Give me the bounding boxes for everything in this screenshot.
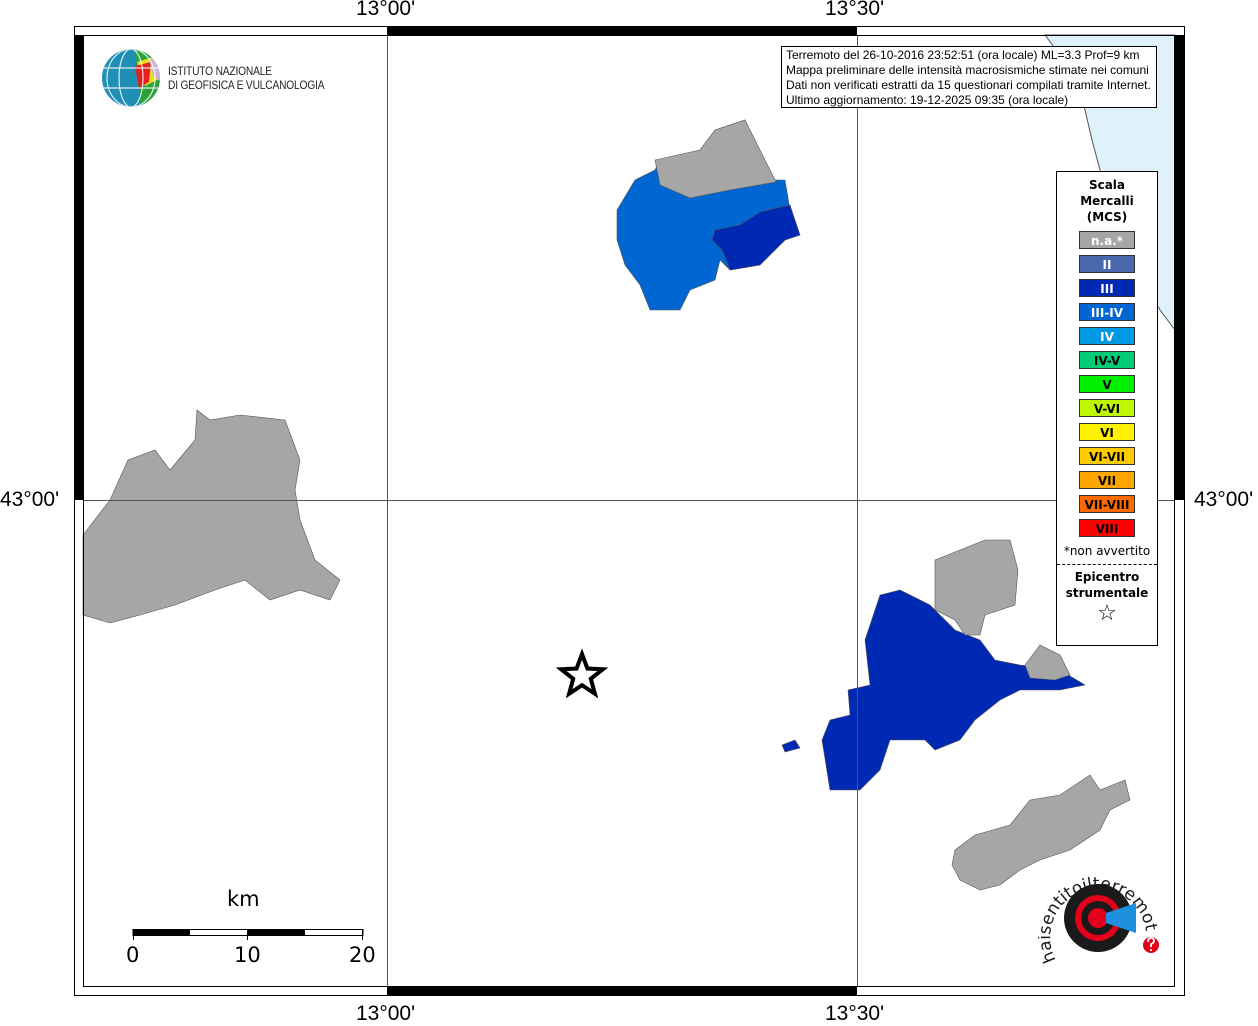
- legend-item-vii-viii: VII-VIII: [1079, 495, 1135, 513]
- lon-label-top-2: 13°30': [825, 0, 885, 20]
- region-west[interactable]: [82, 409, 341, 624]
- lat-label-left: 43°00': [0, 488, 60, 511]
- ingv-logo-text: ISTITUTO NAZIONALE DI GEOFISICA E VULCAN…: [168, 64, 325, 92]
- region-north-gray[interactable]: [654, 119, 777, 199]
- scale-bar: [132, 929, 364, 940]
- legend-title: Scala Mercalli (MCS): [1057, 177, 1157, 225]
- ingv-globe-icon: [102, 49, 160, 107]
- question-mark-icon: [1143, 937, 1159, 953]
- epicenter-legend-title: Epicentro strumentale: [1057, 569, 1157, 601]
- haisentito-logo: haisentitoilterremoto.it: [1038, 855, 1161, 966]
- graticule: [83, 35, 1175, 987]
- ingv-line: ISTITUTO NAZIONALE: [168, 64, 272, 78]
- lon-label-bottom-1: 13°00': [356, 1002, 416, 1025]
- legend-item-iv-v: IV-V: [1079, 351, 1135, 369]
- legend-item-ii: II: [1079, 255, 1135, 273]
- legend-item-iii-iv: III-IV: [1079, 303, 1135, 321]
- legend-item-iii: III: [1079, 279, 1135, 297]
- legend-title-line: Scala: [1088, 178, 1126, 192]
- lat-label-right: 43°00': [1194, 488, 1254, 511]
- info-line: Dati non verificati estratti da 15 quest…: [786, 78, 1151, 92]
- legend-item-v: V: [1079, 375, 1135, 393]
- legend-item-v-vi: V-VI: [1079, 399, 1135, 417]
- info-line: Ultimo aggiornamento: 19-12-2025 09:35 (…: [786, 93, 1069, 107]
- scale-tick-label: 0: [126, 943, 140, 967]
- region-north-east[interactable]: [711, 204, 801, 271]
- lon-label-bottom-2: 13°30': [825, 1002, 885, 1025]
- event-info-box: Terremoto del 26-10-2016 23:52:51 (ora l…: [781, 46, 1157, 108]
- region-south-east[interactable]: [821, 589, 1086, 791]
- legend-item-vi: VI: [1079, 423, 1135, 441]
- legend-item-vii: VII: [1079, 471, 1135, 489]
- ingv-logo: ISTITUTO NAZIONALE DI GEOFISICA E VULCAN…: [101, 48, 352, 108]
- lon-label-top-1: 13°00': [356, 0, 416, 20]
- scale-tick-label: 20: [349, 943, 376, 967]
- scale-tick-label: 10: [234, 943, 261, 967]
- region-south-east-islet[interactable]: [781, 739, 801, 753]
- legend-item-vi-vii: VI-VII: [1079, 447, 1135, 465]
- legend-title-line: (MCS): [1086, 210, 1128, 224]
- legend-item-iv: IV: [1079, 327, 1135, 345]
- scale-unit: km: [227, 887, 260, 911]
- legend-note: *non avvertito: [1063, 544, 1151, 558]
- epicenter-title-line: strumentale: [1065, 586, 1149, 600]
- region-east-gray-2[interactable]: [1024, 644, 1071, 681]
- legend-items: n.a.* II III III-IV IV IV-V V V-VI VI VI-VII VII VI…: [1057, 231, 1157, 537]
- ingv-line: DI GEOFISICA E VULCANOLOGIA: [168, 78, 325, 92]
- legend-item-n-a: n.a.*: [1079, 231, 1135, 249]
- region-east-gray-1[interactable]: [934, 539, 1019, 636]
- legend-title-line: Mercalli: [1080, 194, 1134, 208]
- epicenter-title-line: Epicentro: [1074, 570, 1140, 584]
- legend-divider: [1057, 564, 1157, 565]
- info-line: Terremoto del 26-10-2016 23:52:51 (ora l…: [786, 48, 1140, 62]
- epicenter-star-icon[interactable]: [555, 648, 609, 699]
- map-frame: [74, 26, 1185, 996]
- region-south-east-gray[interactable]: [951, 774, 1131, 891]
- legend: Scala Mercalli (MCS) n.a.* II III III-IV IV I…: [1056, 171, 1158, 646]
- epicenter-legend-star-icon: ☆: [1097, 601, 1117, 626]
- legend-item-viii: VIII: [1079, 519, 1135, 537]
- info-line: Mappa preliminare delle intensità macros…: [786, 63, 1149, 77]
